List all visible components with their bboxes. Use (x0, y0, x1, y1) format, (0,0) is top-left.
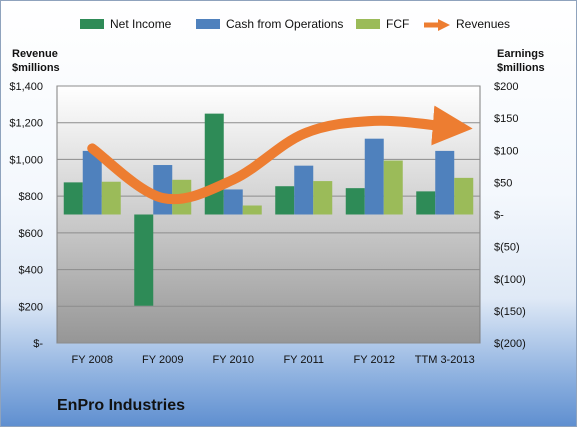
legend-label: Cash from Operations (226, 17, 344, 31)
bar-cash-from-operations (364, 138, 384, 215)
right-axis-tick-label: $(200) (494, 338, 526, 350)
bar-cash-from-operations (223, 189, 243, 215)
left-axis-tick-label: $400 (19, 265, 43, 277)
right-axis-title: Earnings $millions (497, 47, 545, 75)
left-axis-tick-label: $1,200 (9, 118, 43, 130)
bar-net-income (416, 191, 436, 215)
x-axis-tick-label: FY 2009 (142, 354, 183, 366)
left-axis-tick-label: $600 (19, 228, 43, 240)
bar-cash-from-operations (435, 150, 455, 215)
left-axis-tick-label: $800 (19, 191, 43, 203)
legend-swatch (422, 18, 450, 31)
right-axis-title-line1: Earnings (497, 48, 545, 60)
left-axis-tick-label: $1,400 (9, 81, 43, 93)
legend-label: FCF (386, 17, 410, 31)
x-axis-tick-label: FY 2010 (213, 354, 254, 366)
right-axis-tick-label: $- (494, 210, 504, 222)
left-axis-title-line2: $millions (12, 62, 60, 74)
legend-swatch (80, 19, 104, 29)
bar-net-income (63, 182, 83, 215)
legend-swatch (196, 19, 220, 29)
left-axis-tick-label: $1,000 (9, 154, 43, 166)
x-axis-tick-label: FY 2008 (72, 354, 113, 366)
left-axis-tick-label: $200 (19, 301, 43, 313)
chart-legend: Net Income Cash from Operations FCF Revenue… (0, 15, 577, 33)
x-axis-tick-label: FY 2012 (354, 354, 395, 366)
bar-fcf (313, 181, 333, 215)
right-axis-tick-label: $(100) (494, 274, 526, 286)
bar-net-income (275, 186, 295, 215)
left-axis-tick-label: $- (33, 338, 43, 350)
right-axis-tick-label: $(50) (494, 242, 520, 254)
left-axis-title-line1: Revenue (12, 48, 58, 60)
line-revenues (87, 105, 473, 205)
legend-swatch (356, 19, 380, 29)
legend-label: Net Income (110, 17, 172, 31)
x-axis-tick-label: FY 2011 (283, 354, 324, 366)
bar-net-income (345, 188, 365, 215)
right-axis-tick-label: $50 (494, 177, 512, 189)
x-axis-tick-label: TTM 3-2013 (415, 354, 475, 366)
chart-title: EnPro Industries (57, 397, 186, 414)
legend-label: Revenues (456, 17, 511, 31)
right-axis-tick-label: $(150) (494, 306, 526, 318)
right-axis-tick-label: $150 (494, 113, 518, 125)
bar-fcf (242, 205, 262, 215)
right-axis-title-line2: $millions (497, 62, 545, 74)
left-axis-title: Revenue $millions (12, 47, 60, 75)
bar-cash-from-operations (82, 150, 102, 215)
bar-fcf (383, 160, 403, 215)
right-axis-tick-label: $200 (494, 81, 518, 93)
bar-cash-from-operations (294, 165, 314, 215)
bar-fcf (101, 181, 121, 215)
bar-net-income (204, 113, 224, 215)
bar-cash-from-operations (153, 165, 173, 215)
bar-fcf (454, 177, 474, 215)
bar-net-income (134, 214, 154, 306)
right-axis-tick-label: $100 (494, 145, 518, 157)
